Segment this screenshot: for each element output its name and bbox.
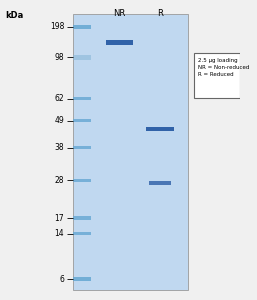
Text: NR: NR bbox=[113, 9, 125, 18]
Text: 98: 98 bbox=[54, 53, 64, 62]
Text: 38: 38 bbox=[54, 143, 64, 152]
FancyBboxPatch shape bbox=[194, 53, 240, 98]
Bar bbox=[72, 97, 90, 100]
Text: 2.5 μg loading
NR = Non-reduced
R = Reduced: 2.5 μg loading NR = Non-reduced R = Redu… bbox=[198, 58, 249, 77]
Bar bbox=[72, 119, 90, 122]
Bar bbox=[106, 40, 133, 45]
Text: kDa: kDa bbox=[5, 11, 24, 20]
Text: 6: 6 bbox=[59, 274, 64, 284]
Bar bbox=[72, 146, 90, 149]
Text: 62: 62 bbox=[54, 94, 64, 103]
Text: R: R bbox=[157, 9, 163, 18]
Bar bbox=[72, 216, 90, 220]
Text: 17: 17 bbox=[54, 214, 64, 223]
Bar bbox=[72, 232, 90, 235]
Bar bbox=[72, 277, 90, 281]
Bar bbox=[72, 55, 90, 60]
Text: 28: 28 bbox=[55, 176, 64, 185]
Text: 49: 49 bbox=[54, 116, 64, 125]
Bar bbox=[146, 127, 174, 131]
Bar bbox=[72, 179, 90, 182]
Bar bbox=[72, 14, 188, 290]
Text: 198: 198 bbox=[50, 22, 64, 32]
Bar bbox=[72, 25, 90, 29]
Bar bbox=[149, 181, 171, 185]
Text: 14: 14 bbox=[54, 229, 64, 238]
